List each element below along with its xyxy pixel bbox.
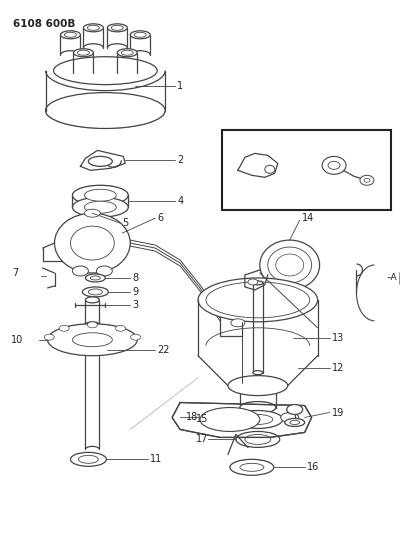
Text: 7: 7	[13, 268, 19, 278]
Ellipse shape	[227, 376, 287, 395]
Ellipse shape	[239, 401, 275, 414]
Ellipse shape	[115, 325, 125, 332]
Ellipse shape	[121, 50, 133, 55]
Text: –A: –A	[386, 273, 396, 282]
Ellipse shape	[84, 189, 116, 201]
Text: 6108 600B: 6108 600B	[13, 19, 75, 29]
Ellipse shape	[289, 421, 299, 424]
Ellipse shape	[134, 33, 146, 37]
Ellipse shape	[286, 405, 302, 415]
Ellipse shape	[235, 431, 279, 447]
Ellipse shape	[244, 434, 270, 445]
Text: 17: 17	[196, 434, 208, 445]
Ellipse shape	[230, 319, 244, 327]
Ellipse shape	[82, 287, 108, 297]
Ellipse shape	[247, 279, 257, 285]
Ellipse shape	[242, 415, 272, 424]
Ellipse shape	[130, 31, 150, 39]
Ellipse shape	[90, 276, 100, 280]
Ellipse shape	[284, 418, 304, 426]
Ellipse shape	[205, 282, 309, 318]
Text: 4: 4	[177, 196, 183, 206]
Text: 15: 15	[196, 415, 208, 424]
Text: 20: 20	[370, 141, 382, 151]
Ellipse shape	[45, 93, 165, 128]
Text: 14: 14	[301, 213, 313, 223]
Ellipse shape	[229, 459, 273, 475]
Ellipse shape	[88, 156, 112, 166]
Ellipse shape	[85, 297, 99, 303]
Ellipse shape	[70, 453, 106, 466]
Ellipse shape	[47, 324, 137, 356]
Ellipse shape	[327, 161, 339, 169]
Text: 18: 18	[186, 413, 198, 423]
Ellipse shape	[72, 333, 112, 347]
Text: 2: 2	[177, 155, 183, 165]
Text: 13: 13	[331, 333, 343, 343]
Ellipse shape	[200, 408, 259, 431]
Ellipse shape	[252, 281, 262, 285]
Ellipse shape	[59, 325, 69, 332]
Text: 10: 10	[11, 335, 23, 345]
Ellipse shape	[70, 226, 114, 260]
Ellipse shape	[264, 165, 274, 173]
Ellipse shape	[61, 31, 80, 39]
Ellipse shape	[84, 209, 100, 217]
Text: 11: 11	[150, 454, 162, 464]
Bar	[221, 131, 391, 210]
Ellipse shape	[84, 201, 116, 213]
Ellipse shape	[239, 463, 263, 471]
Ellipse shape	[72, 185, 128, 205]
Ellipse shape	[363, 179, 369, 182]
Text: 19: 19	[331, 408, 343, 417]
Ellipse shape	[77, 50, 89, 55]
Text: 21: 21	[291, 142, 303, 152]
Ellipse shape	[280, 413, 298, 423]
Ellipse shape	[252, 370, 262, 375]
Ellipse shape	[87, 322, 97, 328]
Text: 9: 9	[132, 287, 138, 297]
Text: 12: 12	[331, 362, 343, 373]
Ellipse shape	[117, 49, 137, 56]
Ellipse shape	[44, 334, 54, 340]
Text: 6: 6	[157, 213, 163, 223]
Text: 16: 16	[306, 462, 318, 472]
Ellipse shape	[107, 24, 127, 32]
Ellipse shape	[54, 213, 130, 273]
Ellipse shape	[96, 266, 112, 276]
Ellipse shape	[72, 266, 88, 276]
Ellipse shape	[130, 334, 140, 340]
Text: 8: 8	[132, 273, 138, 283]
Text: 5: 5	[122, 218, 128, 228]
Ellipse shape	[359, 175, 373, 185]
Ellipse shape	[87, 26, 99, 30]
Ellipse shape	[85, 274, 105, 282]
Ellipse shape	[232, 410, 282, 429]
Polygon shape	[172, 402, 311, 438]
Ellipse shape	[88, 289, 102, 295]
Ellipse shape	[111, 26, 123, 30]
Text: 22: 22	[157, 345, 169, 355]
Ellipse shape	[73, 49, 93, 56]
Text: 1: 1	[177, 80, 183, 91]
Ellipse shape	[64, 33, 76, 37]
Bar	[219, 308, 241, 336]
Ellipse shape	[72, 197, 128, 217]
Ellipse shape	[78, 455, 98, 463]
Ellipse shape	[83, 24, 103, 32]
Ellipse shape	[54, 56, 157, 85]
Ellipse shape	[198, 278, 317, 322]
Text: 3: 3	[132, 300, 138, 310]
Ellipse shape	[321, 156, 345, 174]
